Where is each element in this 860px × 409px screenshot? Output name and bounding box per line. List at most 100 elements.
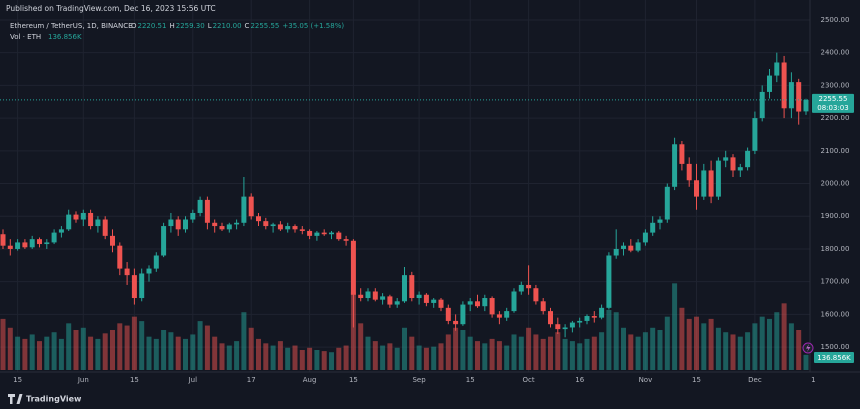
volume-tag xyxy=(814,352,854,363)
last-price: 2255.55 xyxy=(819,95,848,103)
candle-body xyxy=(336,232,342,240)
footer: TradingView xyxy=(0,389,860,409)
candle-body xyxy=(686,163,692,181)
x-tick-label: 15 xyxy=(13,376,22,384)
volume-bar xyxy=(358,323,364,370)
volume-bar xyxy=(788,323,794,370)
candle-body xyxy=(679,144,685,164)
footer-logo xyxy=(8,394,23,404)
volume-bar xyxy=(285,347,291,370)
volume-bar xyxy=(350,292,356,370)
candle-body xyxy=(66,214,72,230)
x-tick-label: 15 xyxy=(130,376,139,384)
candle-body xyxy=(212,222,218,227)
y-tick-label: 1600.00 xyxy=(821,310,850,318)
volume-bar xyxy=(139,321,145,370)
volume-bar xyxy=(489,338,495,370)
candle-body xyxy=(153,255,159,269)
x-tick-label: Aug xyxy=(303,376,317,384)
candle-body xyxy=(372,291,378,300)
candle-body xyxy=(475,301,480,307)
volume-bars xyxy=(0,283,809,370)
candle-body xyxy=(694,180,699,197)
candle-body xyxy=(263,221,269,227)
candle-body xyxy=(29,239,35,248)
countdown: 08:03:03 xyxy=(817,104,848,112)
volume-bar xyxy=(44,336,50,370)
candle-body xyxy=(350,240,356,295)
candle-body xyxy=(204,199,210,223)
volume-value: 136.856K xyxy=(48,33,82,41)
candle-body xyxy=(197,199,203,213)
volume-bar xyxy=(511,334,517,370)
volume-bar xyxy=(635,336,641,370)
volume-bar xyxy=(504,345,510,370)
candle-body xyxy=(402,275,407,302)
volume-bar xyxy=(183,338,188,370)
candle-body xyxy=(548,311,553,325)
volume-bar xyxy=(796,330,802,370)
volume-bar xyxy=(277,341,283,370)
volume-bar xyxy=(37,341,42,370)
candle-body xyxy=(95,219,101,227)
volume-bar xyxy=(66,323,72,370)
volume-bar xyxy=(372,341,378,370)
candle-body xyxy=(650,222,656,233)
volume-bar xyxy=(190,334,196,370)
candle-body xyxy=(715,160,721,197)
footer-bg xyxy=(0,389,860,409)
candle-body xyxy=(7,245,13,249)
candle-body xyxy=(569,322,575,328)
candle-body xyxy=(110,235,115,246)
volume-bar xyxy=(686,318,692,370)
y-tick-label: 1700.00 xyxy=(821,278,850,286)
x-tick-label: Jun xyxy=(77,376,89,384)
candle-body xyxy=(131,275,137,299)
volume-bar xyxy=(380,345,386,370)
candle-body xyxy=(37,239,42,245)
candle-body xyxy=(15,242,21,249)
candle-body xyxy=(307,230,313,236)
volume-bar xyxy=(774,312,780,370)
volume-bar xyxy=(248,327,254,370)
x-tick-label: 17 xyxy=(247,376,256,384)
volume-bar xyxy=(548,336,553,370)
volume-bar xyxy=(321,351,327,370)
candle-body xyxy=(504,311,510,318)
candle-body xyxy=(51,232,57,243)
volume-bar xyxy=(343,345,349,370)
volume-bar xyxy=(752,323,758,370)
volume-bar xyxy=(453,327,459,370)
volume-bar xyxy=(672,283,678,370)
volume-bar xyxy=(438,343,444,370)
y-tick-label: 1900.00 xyxy=(821,212,850,220)
volume-bar xyxy=(29,334,35,370)
volume-bar xyxy=(175,336,181,370)
volume-bar xyxy=(650,327,656,370)
candle-body xyxy=(226,224,232,230)
candle-body xyxy=(423,294,429,303)
candle-body xyxy=(555,324,561,330)
ohlc-value: 2210.00 xyxy=(213,22,242,30)
volume-bar xyxy=(256,338,261,370)
candle-body xyxy=(628,245,634,251)
volume-bar xyxy=(526,327,532,370)
candle-body xyxy=(613,248,619,256)
published-note: Published on TradingView.com, Dec 16, 20… xyxy=(6,4,216,13)
volume-bar xyxy=(58,338,64,370)
ohlc-key: C xyxy=(245,22,250,30)
volume-bar xyxy=(577,343,583,370)
candle-body xyxy=(584,316,590,321)
candle-body xyxy=(518,284,524,292)
candle-body xyxy=(562,327,568,330)
candle-body xyxy=(781,62,787,109)
volume-bar xyxy=(292,345,298,370)
volume-bar xyxy=(7,327,13,370)
volume-bar xyxy=(621,327,626,370)
volume-bar xyxy=(234,341,240,370)
x-tick-label: 15 xyxy=(692,376,701,384)
candle-body xyxy=(737,167,743,171)
volume-bar xyxy=(694,316,699,370)
